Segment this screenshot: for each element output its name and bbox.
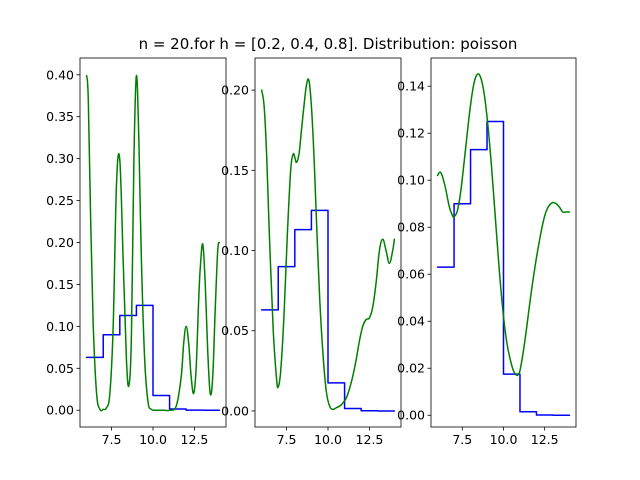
x-tick-label: 10.0 — [490, 432, 518, 447]
x-tick-label: 12.5 — [356, 432, 384, 447]
x-tick-label: 7.5 — [277, 432, 297, 447]
y-tick-label: 0.25 — [46, 193, 74, 208]
subplot-grid: 7.5 10.0 12.5 0.00 0.05 0.10 0.15 0.20 0.25 0.30 0… — [46, 57, 577, 447]
x-tick-label: 12.5 — [531, 432, 559, 447]
y-tick-label: 0.30 — [46, 151, 74, 166]
y-tick-label: 0.12 — [397, 126, 425, 141]
x-tick-label: 12.5 — [181, 432, 209, 447]
y-tick-label: 0.15 — [46, 277, 74, 292]
step-series-line — [85, 304, 221, 411]
y-tick-label: 0.08 — [397, 220, 425, 235]
x-tick-label: 10.0 — [139, 432, 167, 447]
y-tick-label: 0.05 — [46, 361, 74, 376]
y-tick-label: 0.06 — [397, 267, 425, 282]
series-group — [85, 74, 221, 412]
y-tick-label: 0.00 — [221, 403, 249, 418]
y-tick-label: 0.05 — [221, 323, 249, 338]
y-tick-label: 0.20 — [221, 83, 249, 98]
y-tick-label: 0.10 — [46, 319, 74, 334]
series-group — [260, 78, 396, 412]
x-tick-label: 10.0 — [314, 432, 342, 447]
subplot-panel: 7.5 10.0 12.5 0.00 0.02 0.04 0.06 0.08 0.10 0.12 0… — [397, 57, 577, 447]
density-series-line — [260, 78, 396, 411]
y-tick-label: 0.10 — [397, 173, 425, 188]
density-series-line — [436, 73, 571, 377]
y-tick-label: 0.00 — [397, 408, 425, 423]
y-tick-label: 0.02 — [397, 361, 425, 376]
y-tick-label: 0.00 — [46, 403, 74, 418]
y-tick-label: 0.15 — [221, 163, 249, 178]
figure-title: n = 20.for h = [0.2, 0.4, 0.8]. Distribu… — [139, 35, 518, 53]
y-tick-label: 0.04 — [397, 314, 425, 329]
step-series-line — [436, 120, 571, 416]
y-tick-label: 0.14 — [397, 79, 425, 94]
subplot-panel: 7.5 10.0 12.5 0.00 0.05 0.10 0.15 0.20 0.25 0.30 0… — [46, 57, 227, 447]
y-tick-label: 0.10 — [221, 243, 249, 258]
series-group — [436, 73, 571, 416]
y-tick-label: 0.40 — [46, 67, 74, 82]
x-tick-label: 7.5 — [452, 432, 472, 447]
density-series-line — [85, 74, 221, 412]
y-tick-label: 0.35 — [46, 109, 74, 124]
y-tick-label: 0.20 — [46, 235, 74, 250]
subplot-panel: 7.5 10.0 12.5 0.00 0.05 0.10 0.15 0.20 — [221, 57, 402, 447]
x-tick-label: 7.5 — [102, 432, 122, 447]
